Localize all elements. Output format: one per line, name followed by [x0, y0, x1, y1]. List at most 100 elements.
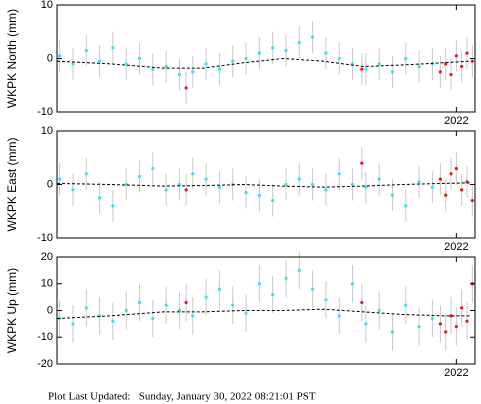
y-tick-label: 10	[41, 278, 53, 290]
data-point	[454, 166, 458, 171]
data-point	[454, 54, 458, 58]
data-point	[184, 300, 188, 305]
data-point	[417, 64, 421, 69]
y-tick-label: 10	[41, 0, 53, 11]
data-point	[271, 198, 275, 203]
data-point	[111, 46, 115, 50]
y-axis-label: WKPK North (mm)	[5, 9, 19, 108]
data-point	[191, 314, 195, 318]
y-tick-label: 20	[41, 251, 53, 263]
data-point	[257, 282, 261, 286]
data-point	[438, 177, 442, 181]
data-point	[58, 177, 62, 181]
data-point	[364, 322, 368, 326]
plot-frame	[56, 256, 476, 365]
data-point	[337, 314, 341, 318]
data-point	[84, 48, 88, 53]
y-tick-label: 0	[47, 304, 53, 316]
data-point	[337, 172, 341, 176]
data-point	[404, 303, 408, 307]
data-point	[454, 324, 458, 329]
data-point	[444, 330, 448, 334]
data-point	[324, 188, 328, 192]
data-point	[137, 174, 142, 179]
data-point	[231, 59, 235, 63]
data-point	[164, 64, 168, 69]
data-point	[257, 193, 261, 197]
data-point	[310, 182, 315, 187]
data-point	[217, 287, 222, 291]
data-point	[84, 306, 88, 310]
x-tick-label: 2022	[444, 367, 468, 379]
data-point	[177, 182, 182, 187]
y-axis-label: WKPK Up (mm)	[5, 268, 19, 353]
data-point	[360, 161, 364, 165]
trend-line	[56, 57, 470, 69]
data-point	[151, 166, 155, 171]
data-point	[244, 190, 248, 195]
y-tick-label: 10	[41, 125, 53, 137]
data-point	[444, 193, 448, 197]
data-point	[164, 303, 168, 307]
data-point	[124, 182, 128, 187]
data-point	[430, 316, 435, 321]
data-point	[297, 40, 301, 45]
data-point	[460, 306, 464, 310]
data-point	[58, 54, 62, 58]
data-point	[97, 59, 102, 63]
data-point	[71, 62, 75, 66]
data-point	[184, 188, 188, 192]
data-point	[151, 67, 155, 71]
data-point	[204, 62, 208, 66]
data-point	[137, 56, 142, 61]
data-point	[124, 308, 128, 313]
data-point	[460, 188, 464, 192]
data-point	[364, 67, 368, 71]
data-point	[177, 72, 182, 77]
data-point	[449, 172, 453, 176]
x-tick-label: 2022	[444, 115, 468, 127]
data-point	[71, 188, 75, 192]
data-point	[111, 204, 115, 208]
data-point	[164, 188, 168, 192]
data-point	[390, 70, 395, 74]
data-point	[151, 316, 155, 321]
data-point	[438, 70, 442, 74]
data-point	[204, 295, 208, 299]
data-point	[377, 177, 381, 181]
data-point	[111, 319, 115, 323]
data-point	[470, 59, 474, 63]
data-point	[297, 177, 301, 181]
data-point	[460, 64, 464, 69]
data-point	[284, 48, 288, 53]
data-point	[470, 198, 474, 203]
data-point	[244, 311, 248, 315]
data-point	[257, 51, 261, 55]
data-point	[244, 56, 248, 61]
data-point	[204, 177, 208, 181]
data-point	[231, 303, 235, 307]
data-point	[465, 319, 469, 323]
data-point	[324, 298, 328, 302]
data-point	[310, 35, 315, 39]
y-tick-label: -10	[37, 106, 53, 118]
y-tick-label: 0	[47, 178, 53, 190]
data-point	[449, 72, 453, 77]
data-point	[184, 86, 188, 90]
x-tick-label: 2022	[444, 241, 468, 253]
y-tick-label: 0	[47, 52, 53, 64]
data-point	[438, 322, 442, 326]
data-point	[360, 300, 364, 305]
data-point	[417, 324, 421, 329]
y-tick-label: -20	[37, 358, 53, 370]
data-point	[97, 196, 102, 200]
data-point	[217, 67, 222, 71]
y-tick-label: -10	[37, 331, 53, 343]
data-point	[284, 276, 288, 280]
data-point	[377, 308, 381, 313]
plot-frame	[56, 4, 476, 113]
data-point	[390, 330, 395, 334]
data-point	[364, 185, 368, 189]
data-point	[297, 268, 301, 272]
